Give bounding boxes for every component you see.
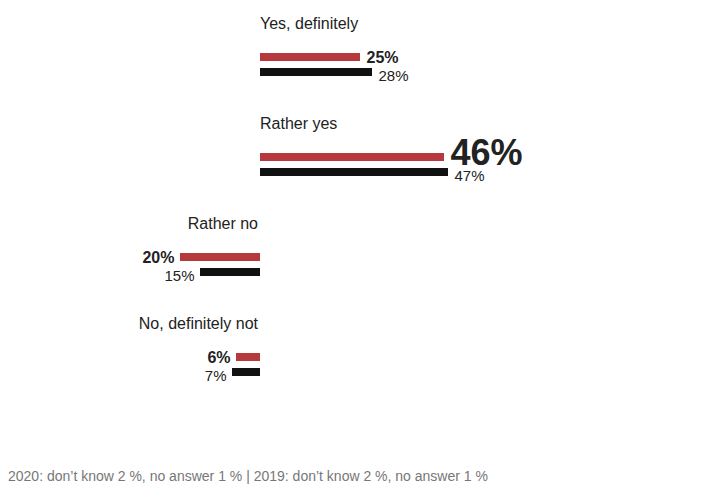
svg-text:25%: 25% xyxy=(367,49,399,66)
html-text:No, definitely not: No, definitely not xyxy=(138,315,258,332)
html-text:Rather no: Rather no xyxy=(187,215,258,232)
svg-text:46%: 46% xyxy=(450,132,523,173)
svg-text:20%: 20% xyxy=(142,249,174,266)
svg-text:6%: 6% xyxy=(207,349,230,366)
html-text:Yes, definitely: Yes, definitely xyxy=(260,15,359,32)
svg-text:47%: 47% xyxy=(455,167,485,184)
svg-text:7%: 7% xyxy=(205,367,227,384)
html-text:Rather yes: Rather yes xyxy=(260,115,338,132)
html-text:2020: don’t know 2 %, no answe: 2020: don’t know 2 %, no answer 1 % | 20… xyxy=(8,468,488,484)
svg-text:28%: 28% xyxy=(379,67,409,84)
svg-text:15%: 15% xyxy=(164,267,194,284)
